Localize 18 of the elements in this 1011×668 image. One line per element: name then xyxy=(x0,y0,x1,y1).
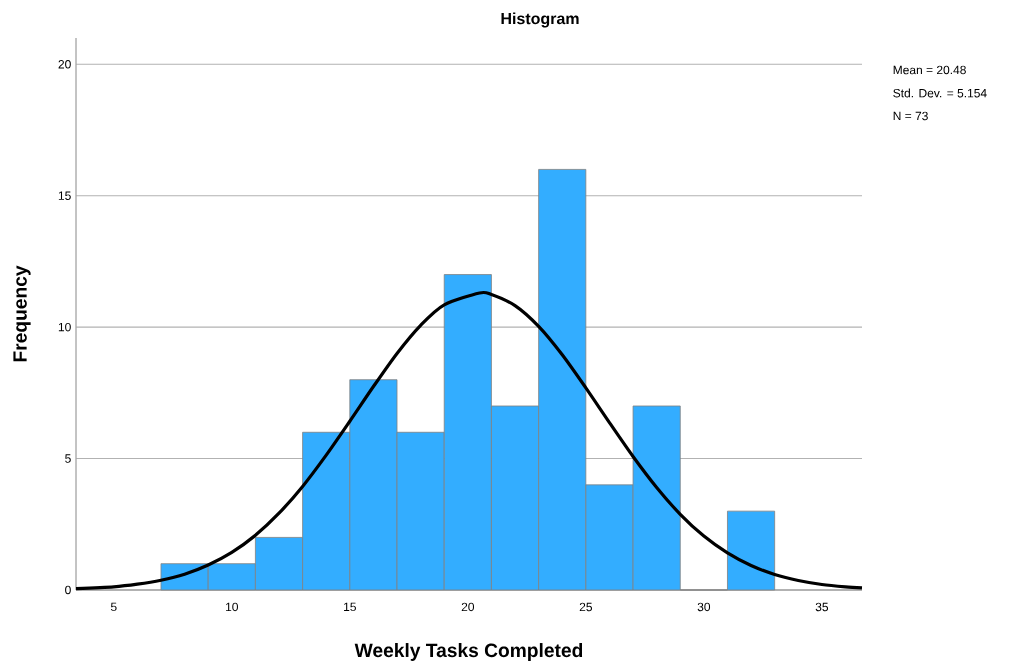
x-tick-label: 20 xyxy=(461,602,475,612)
x-tick-label: 35 xyxy=(815,602,829,612)
x-tick-label: 25 xyxy=(579,602,593,612)
text: Std. Dev. = 5.154 xyxy=(893,88,987,98)
text: N = 73 xyxy=(893,111,928,121)
y-tick-label: 5 xyxy=(65,454,71,463)
x-tick-label: 5 xyxy=(110,602,117,612)
y-tick-label: 20 xyxy=(58,60,71,69)
y-tick-label: 15 xyxy=(58,191,71,200)
x-tick-label: 10 xyxy=(226,602,238,612)
x-tick-label: 30 xyxy=(697,602,711,612)
y-tick-label: 0 xyxy=(65,585,71,595)
text: Mean = 20.48 xyxy=(893,65,966,75)
y-tick-label: 10 xyxy=(58,322,71,332)
y-axis-title: Frequency xyxy=(13,265,31,362)
x-tick-label: 15 xyxy=(344,602,356,612)
chart-title: Histogram xyxy=(501,12,579,28)
x-axis-title: Weekly Tasks Completed xyxy=(354,643,583,661)
